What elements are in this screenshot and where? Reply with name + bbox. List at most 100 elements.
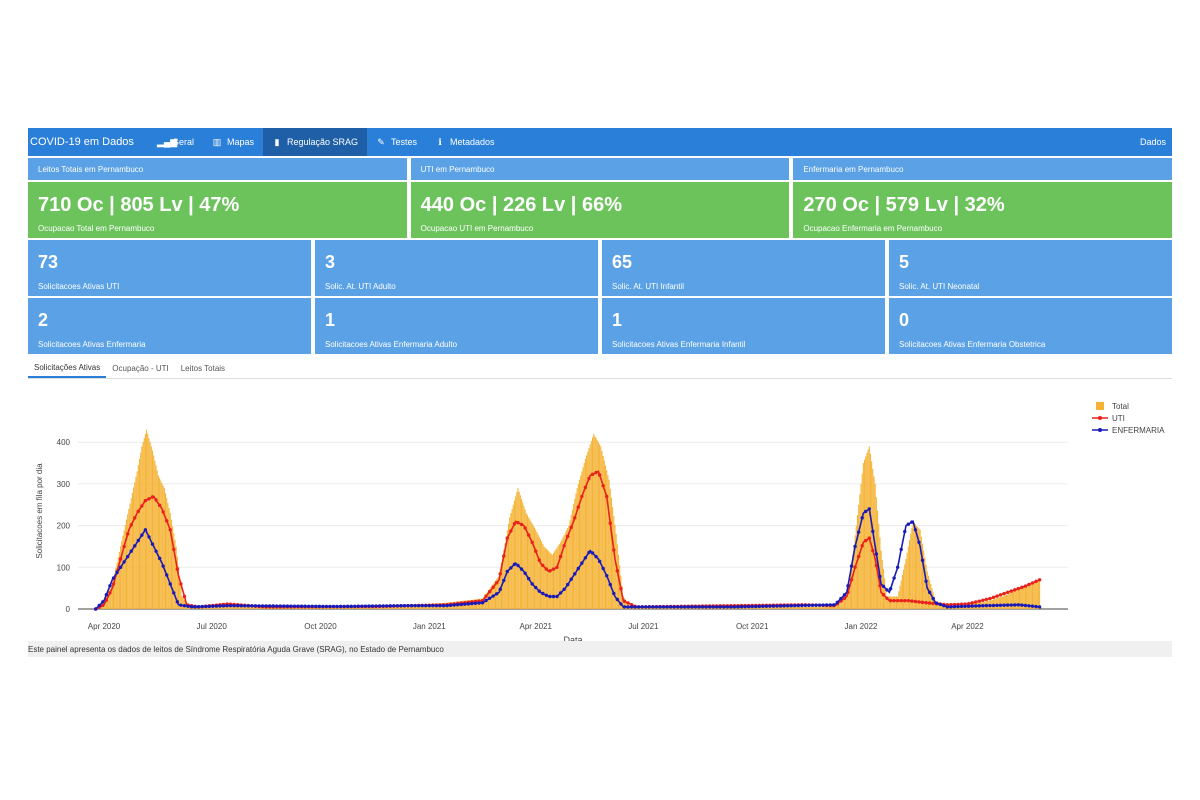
value-box-number: 1 [325, 310, 336, 330]
total-bar [250, 606, 252, 609]
uti-point [129, 523, 133, 527]
enfermaria-point [704, 605, 708, 609]
enfermaria-point [388, 604, 392, 608]
total-bar [247, 606, 249, 609]
total-bar [353, 606, 355, 609]
value-box-number: 440 Oc | 226 Lv | 66% [420, 194, 622, 216]
value-box-label: Solic. At. UTI Infantil [612, 282, 685, 291]
total-bar [521, 498, 523, 609]
uti-point [867, 536, 871, 540]
uti-point [573, 516, 577, 520]
total-bar [810, 606, 812, 609]
solicitacoes-chart[interactable]: 0 100 200 300 400 Apr 2020 Jul 2020 Oct 2020 Jan… [28, 379, 1172, 645]
uti-point [917, 600, 921, 604]
total-bar [796, 606, 798, 609]
total-bar [759, 606, 762, 609]
occupancy-total-box: 710 Oc | 805 Lv | 47% Ocupacao Total em … [28, 182, 407, 238]
tab-solicitacoes-ativas[interactable]: Solicitações Ativas [28, 358, 107, 378]
enfermaria-point [1030, 604, 1035, 608]
total-bar [548, 551, 550, 609]
enfermaria-point [622, 605, 627, 609]
total-bar [515, 496, 517, 609]
enfermaria-requests-row: 2 Solicitacoes Ativas Enfermaria 1 Solic… [28, 298, 1172, 354]
total-bar [785, 606, 788, 609]
total-bar [795, 606, 797, 609]
total-bar [819, 606, 821, 609]
total-bar [623, 598, 625, 609]
nav-dados[interactable]: Dados [1139, 137, 1166, 147]
nav-testes[interactable]: ✎ Testes [367, 128, 426, 156]
nav-mapas[interactable]: ▥ Mapas [203, 128, 263, 156]
total-bar [1037, 580, 1039, 609]
total-bar [383, 606, 385, 609]
uti-point [534, 549, 538, 553]
total-bar [524, 509, 526, 609]
total-bar [121, 541, 123, 609]
total-bar [550, 553, 552, 609]
total-bar [772, 606, 775, 609]
total-bar [516, 492, 518, 609]
enfermaria-point [938, 602, 942, 607]
value-box-label: Ocupacao UTI em Pernambuco [420, 224, 534, 233]
total-bar [746, 606, 748, 609]
nav-metadados[interactable]: ℹ Metadados [426, 128, 504, 156]
nav-label: Geral [171, 137, 194, 147]
uti-point [530, 540, 534, 544]
uti-point [1013, 588, 1017, 592]
total-bar [146, 429, 148, 609]
uti-point [1030, 581, 1035, 585]
total-bar [625, 599, 627, 609]
x-tick-label: Jan 2022 [845, 622, 878, 631]
total-bar [871, 461, 873, 609]
enfermaria-point [118, 565, 123, 569]
enfermaria-point [175, 600, 180, 604]
enfermaria-point [441, 603, 446, 608]
enfermaria-point [455, 603, 460, 607]
total-bar [254, 606, 256, 609]
total-bar [899, 585, 901, 609]
total-bar [142, 442, 144, 609]
enfermaria-point [399, 604, 403, 608]
total-bar [143, 438, 145, 609]
total-bar [797, 606, 799, 609]
enfermaria-point [1020, 603, 1024, 607]
enfermaria-point [693, 605, 698, 609]
total-bar [153, 455, 155, 609]
nav-geral[interactable]: ▂▄▆ Geral [148, 128, 203, 156]
y-axis-title: Solicitacoes em fila por dia [35, 463, 44, 559]
uti-point [101, 603, 105, 608]
total-bar [400, 606, 402, 609]
brand-title[interactable]: COVID-19 em Dados [30, 136, 134, 148]
total-bar [331, 606, 333, 609]
total-bar [838, 603, 840, 609]
total-bar [1020, 587, 1022, 609]
total-bar [745, 606, 747, 609]
enfermaria-point [906, 522, 911, 526]
total-bar [335, 606, 337, 609]
uti-point [860, 544, 864, 548]
total-bar [111, 583, 113, 609]
enfermaria-point [232, 604, 236, 608]
total-bar [778, 606, 780, 609]
enfermaria-point [381, 604, 385, 608]
enfermaria-point [565, 582, 570, 587]
total-bar [323, 606, 325, 609]
enfermaria-point [314, 604, 318, 609]
total-bar [576, 488, 578, 609]
uti-point [920, 600, 925, 605]
value-box-label: Solic. At. UTI Adulto [325, 282, 396, 291]
tab-ocupacao-uti[interactable]: Ocupação - UTI [112, 363, 169, 373]
enfermaria-point [594, 554, 598, 559]
uti-point [1027, 582, 1031, 587]
uti-point [548, 569, 552, 573]
map-icon: ▥ [212, 136, 222, 147]
total-bar [537, 534, 539, 609]
requests-enfermaria-adulto-box: 1 Solicitacoes Ativas Enfermaria Adulto [315, 298, 598, 354]
enfermaria-point [679, 605, 683, 609]
tab-leitos-totais[interactable]: Leitos Totais [180, 363, 226, 373]
total-bar [148, 438, 150, 609]
uti-point [892, 598, 896, 603]
enfermaria-point [235, 604, 240, 608]
nav-regulacao-srag[interactable]: ▮ Regulação SRAG [262, 128, 368, 156]
enfermaria-point [974, 604, 978, 608]
